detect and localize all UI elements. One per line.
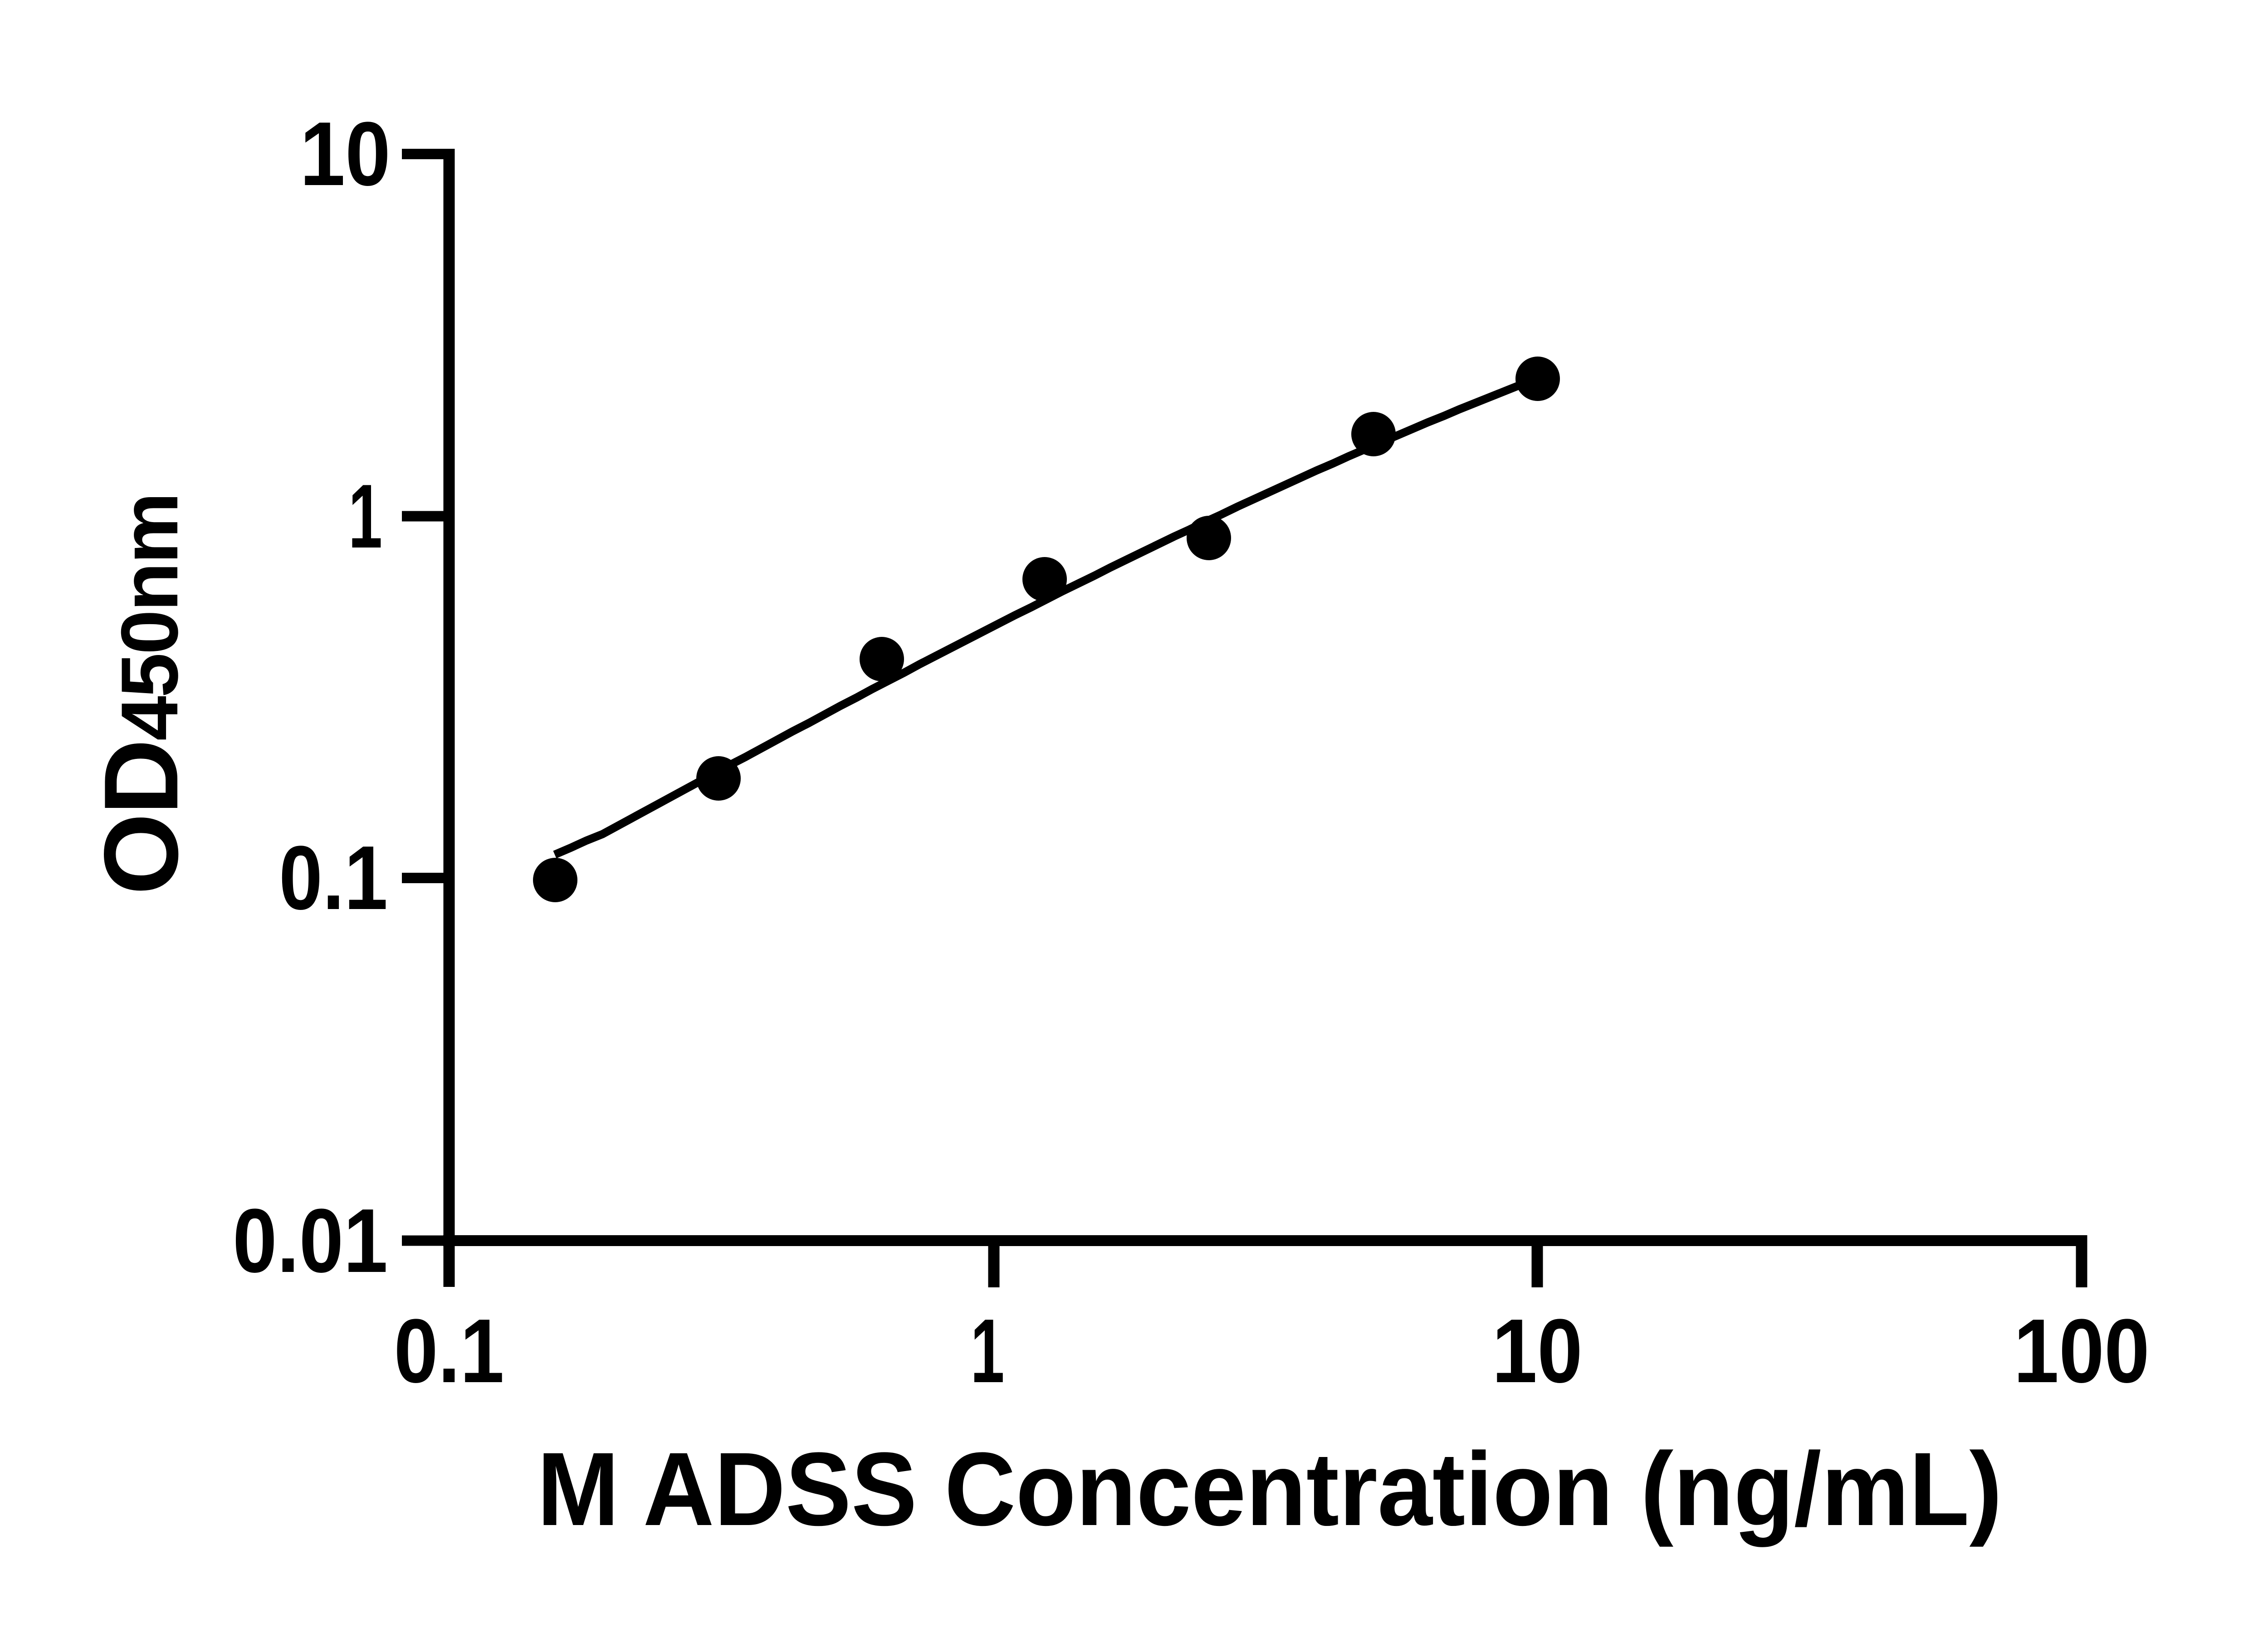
svg-text:0.01: 0.01	[233, 1190, 388, 1291]
svg-text:10: 10	[1492, 1301, 1583, 1402]
svg-text:1: 1	[971, 1301, 1005, 1402]
svg-text:100: 100	[2014, 1301, 2150, 1402]
svg-text:10: 10	[300, 103, 391, 205]
svg-text:0.1: 0.1	[394, 1301, 504, 1402]
svg-text:M ADSS Concentration (ng/mL): M ADSS Concentration (ng/mL)	[537, 1431, 2002, 1547]
svg-text:0.1: 0.1	[279, 827, 388, 929]
svg-text:1: 1	[348, 466, 382, 567]
svg-text:OD450nm: OD450nm	[83, 494, 200, 895]
